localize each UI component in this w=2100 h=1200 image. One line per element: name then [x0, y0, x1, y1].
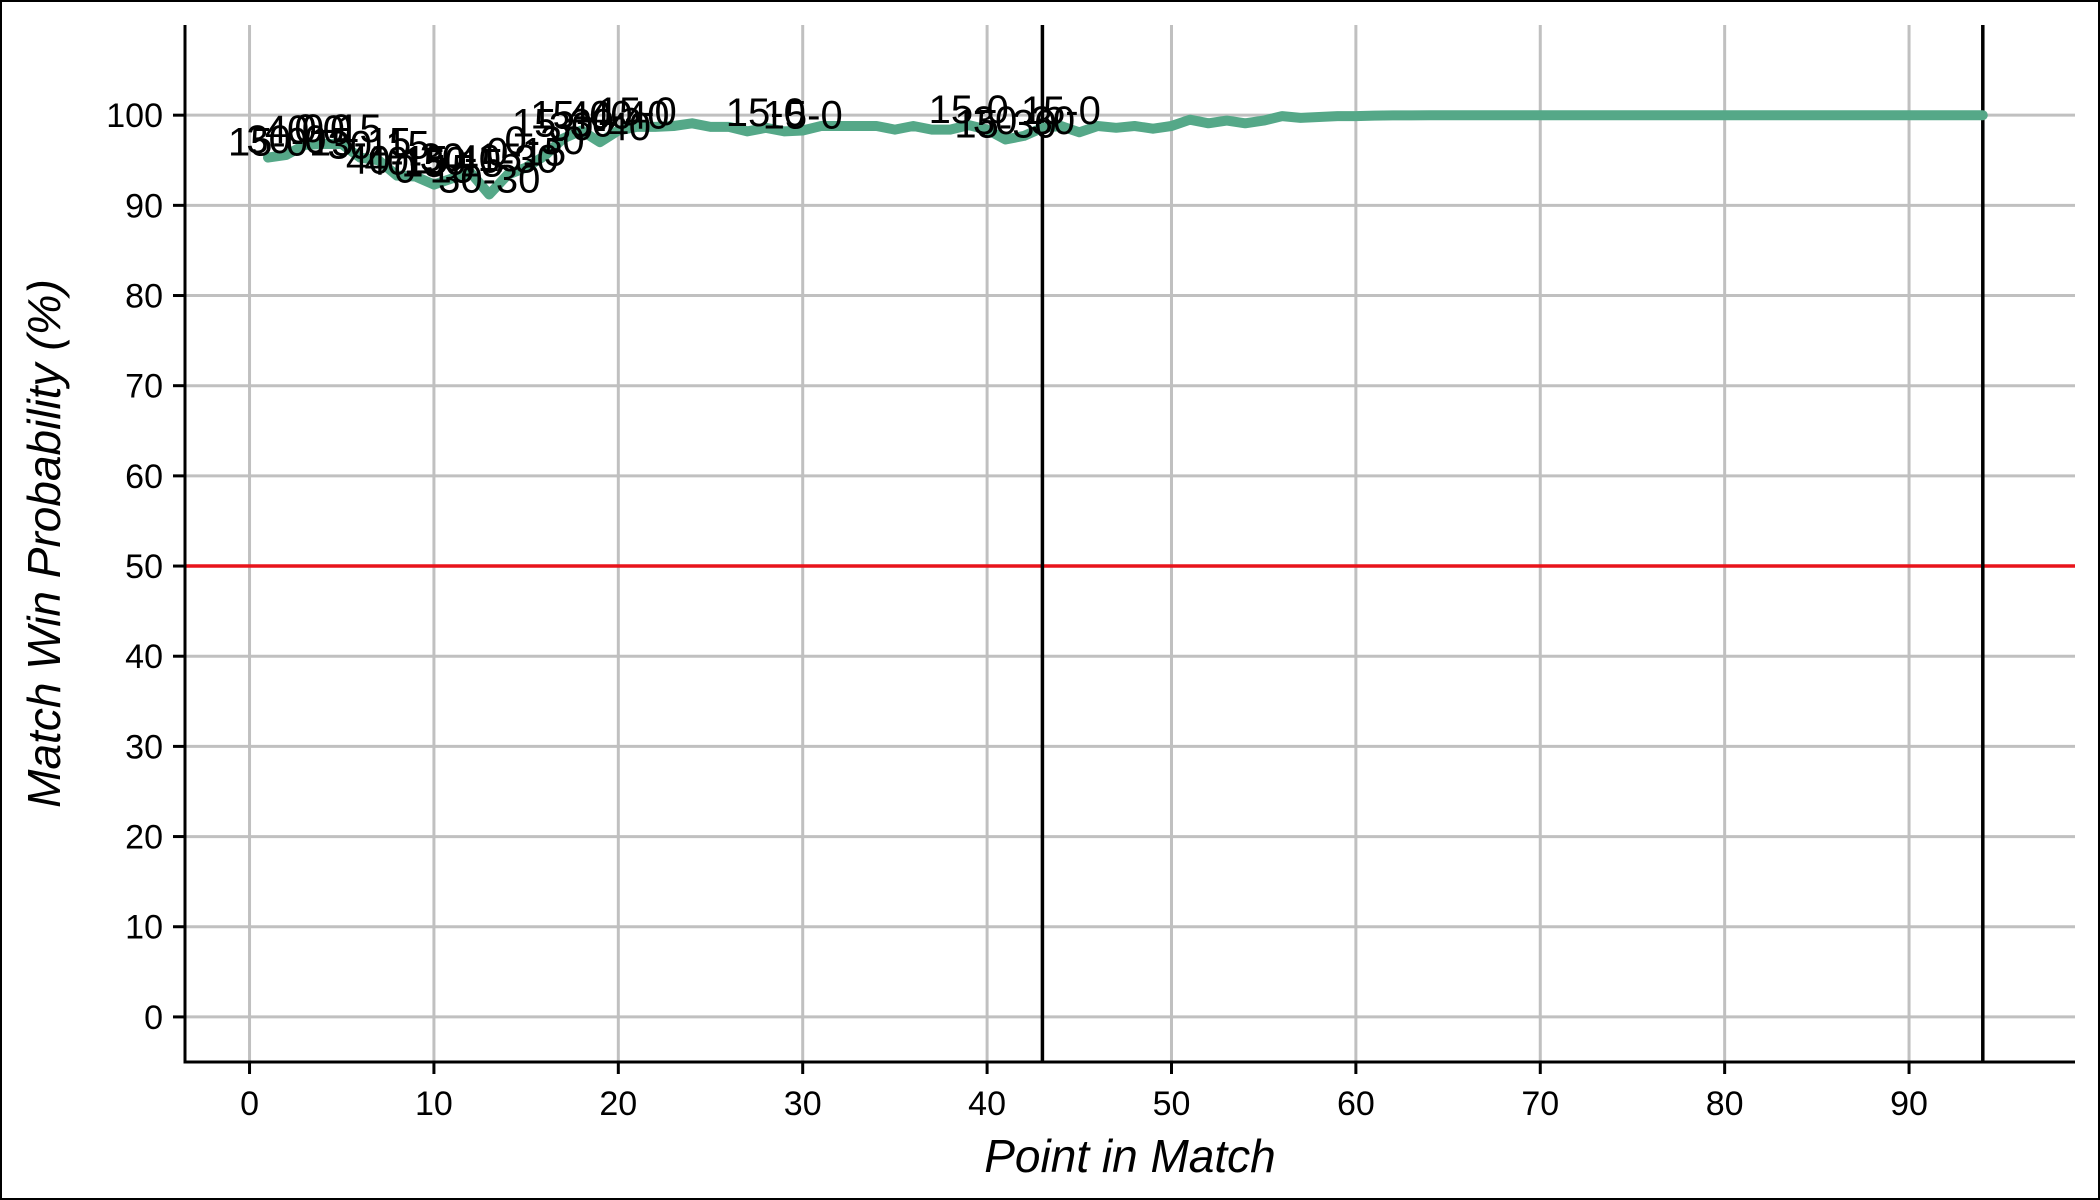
series-line-0 — [263, 110, 1988, 200]
x-tick-label: 0 — [240, 1085, 259, 1123]
score-annotation: 15-0 — [1021, 89, 1101, 133]
x-gridlines — [248, 25, 1911, 1062]
x-tick-label: 50 — [1153, 1085, 1191, 1123]
x-tick-label: 80 — [1706, 1085, 1744, 1123]
y-tick-label: 50 — [125, 548, 163, 586]
score-annotation: 30-0 — [246, 118, 326, 162]
x-axis-title: Point in Match — [984, 1130, 1275, 1182]
score-annotation: 40-15 — [346, 139, 448, 183]
score-annotation: 30-30 — [973, 99, 1075, 143]
score-annotation: 0-15 — [486, 130, 566, 174]
x-tick-label: 60 — [1337, 1085, 1375, 1123]
score-annotation: 15-30 — [954, 103, 1056, 147]
score-annotation: 15-15 — [401, 141, 503, 185]
score-annotation: 30-15 — [420, 136, 522, 180]
y-tick-label: 60 — [125, 458, 163, 496]
score-annotation: 15-0 — [929, 88, 1009, 132]
y-tick-label: 90 — [125, 187, 163, 225]
set-marker-group — [1040, 25, 1985, 1062]
x-tick-label: 40 — [968, 1085, 1006, 1123]
score-annotation: 15-0 — [228, 121, 308, 165]
score-annotation: 40-30 — [457, 138, 559, 182]
score-annotation: 30-40 — [549, 105, 651, 149]
score-annotation: 40-30 — [364, 139, 466, 183]
score-annotation: 15-0 — [763, 94, 843, 138]
x-tick-label: 10 — [415, 1085, 453, 1123]
score-annotation: 15-0 — [597, 90, 677, 134]
score-annotation: 15-15 — [309, 121, 411, 165]
axes-group — [173, 25, 2075, 1074]
score-annotation: 0-15 — [394, 148, 474, 192]
y-tick-label: 40 — [125, 638, 163, 676]
y-tick-label: 10 — [125, 909, 163, 947]
x-tick-label: 90 — [1890, 1085, 1928, 1123]
y-tick-label: 30 — [125, 728, 163, 766]
score-annotation: 15-40 — [530, 94, 632, 138]
score-annotation: 40-0 — [265, 108, 345, 152]
y-tick-label: 70 — [125, 368, 163, 406]
annotation-group: 15-030-040-00-00-1515-1530-1540-1540-300… — [228, 88, 1101, 201]
y-tick-label: 0 — [144, 999, 163, 1037]
x-tick-label: 30 — [784, 1085, 822, 1123]
score-annotation: 30-15 — [327, 123, 429, 167]
y-axis-title: Match Win Probability (%) — [18, 279, 70, 808]
y-tick-label: 80 — [125, 278, 163, 316]
score-annotation: 30-30 — [438, 158, 540, 202]
score-annotation: 15-0 — [726, 91, 806, 135]
y-tick-label: 100 — [106, 97, 163, 135]
series-group — [263, 110, 1988, 200]
score-annotation: 0-30 — [505, 119, 585, 163]
score-annotation: 0-0 — [294, 107, 352, 151]
score-annotation: 40-40 — [567, 94, 669, 138]
x-tick-labels: 0 10 20 30 40 50 60 70 80 90 — [240, 1085, 1928, 1123]
score-annotation: 0-15 — [302, 107, 382, 151]
x-tick-label: 70 — [1521, 1085, 1559, 1123]
y-tick-label: 20 — [125, 819, 163, 857]
x-tick-label: 20 — [599, 1085, 637, 1123]
score-annotation: 15-30 — [512, 102, 614, 146]
y-tick-labels: 0 10 20 30 40 50 60 70 80 90 100 — [106, 97, 163, 1037]
